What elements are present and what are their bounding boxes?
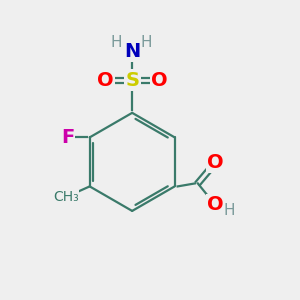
Text: H: H	[111, 35, 122, 50]
Text: O: O	[151, 71, 167, 90]
Text: N: N	[124, 42, 140, 62]
Text: H: H	[141, 35, 152, 50]
Text: S: S	[125, 71, 139, 90]
Text: O: O	[207, 153, 224, 172]
Text: O: O	[207, 195, 224, 214]
Text: H: H	[224, 203, 236, 218]
Text: O: O	[97, 71, 114, 90]
Text: CH₃: CH₃	[53, 190, 79, 204]
Text: F: F	[61, 128, 74, 147]
